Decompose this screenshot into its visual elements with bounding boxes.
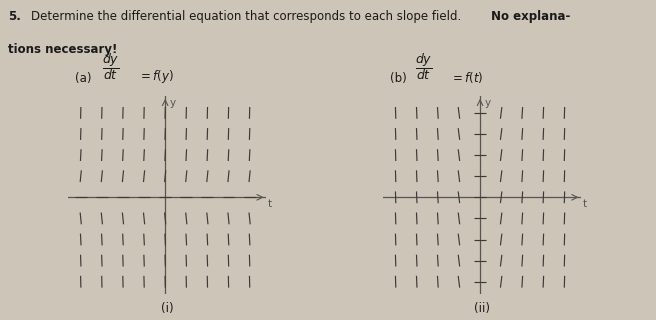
- Text: y: y: [169, 98, 176, 108]
- Text: (i): (i): [161, 302, 174, 316]
- Text: $\dfrac{dy}{dt}$: $\dfrac{dy}{dt}$: [415, 51, 432, 82]
- Text: Determine the differential equation that corresponds to each slope field.: Determine the differential equation that…: [31, 10, 469, 23]
- Text: (b): (b): [390, 72, 407, 85]
- Text: $\dfrac{dy}{dt}$: $\dfrac{dy}{dt}$: [102, 51, 119, 82]
- Text: $= f(y)$: $= f(y)$: [138, 68, 173, 85]
- Text: t: t: [268, 199, 272, 209]
- Text: (a): (a): [75, 72, 92, 85]
- Text: $= f(t)$: $= f(t)$: [450, 70, 483, 85]
- Text: No explana-: No explana-: [491, 10, 570, 23]
- Text: y: y: [484, 98, 491, 108]
- Text: 5.: 5.: [8, 10, 21, 23]
- Text: tions necessary!: tions necessary!: [8, 43, 117, 56]
- Text: t: t: [583, 199, 586, 209]
- Text: (ii): (ii): [474, 302, 490, 316]
